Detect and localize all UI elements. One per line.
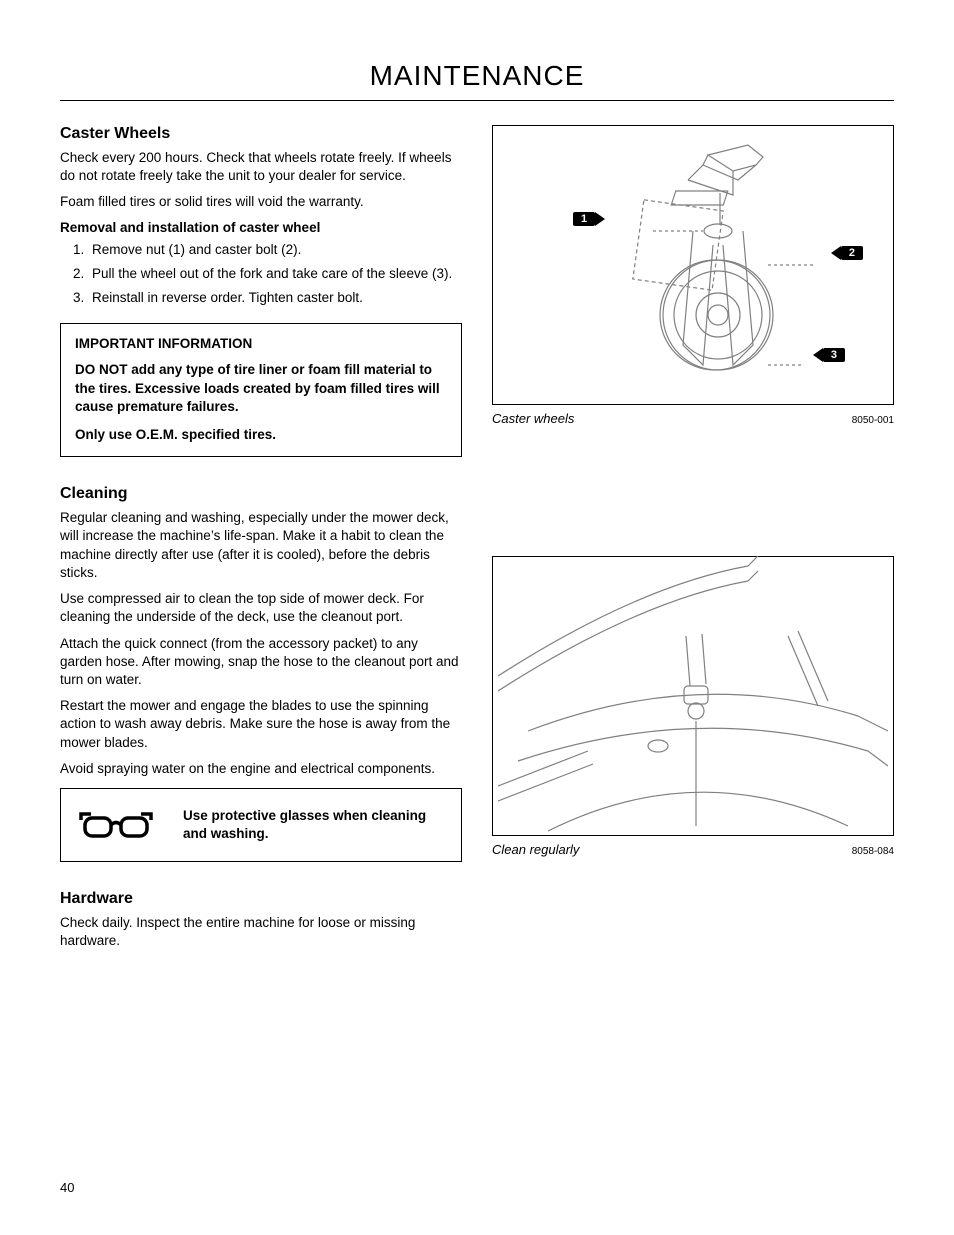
content-columns: Caster Wheels Check every 200 hours. Che…	[60, 125, 894, 958]
caster-p1: Check every 200 hours. Check that wheels…	[60, 149, 462, 185]
caster-p2: Foam filled tires or solid tires will vo…	[60, 193, 462, 211]
left-column: Caster Wheels Check every 200 hours. Che…	[60, 125, 462, 958]
glasses-icon	[61, 789, 171, 861]
caster-wheel-figure: 1 2 3	[492, 125, 894, 405]
hardware-p1: Check daily. Inspect the entire machine …	[60, 914, 462, 950]
info-box-title: IMPORTANT INFORMATION	[75, 336, 447, 351]
caster-subheading: Removal and installation of caster wheel	[60, 220, 462, 235]
page-title: MAINTENANCE	[60, 60, 894, 101]
info-box-p1: DO NOT add any type of tire liner or foa…	[75, 361, 447, 416]
warning-text: Use protective glasses when cleaning and…	[171, 797, 461, 852]
callout-2: 2	[831, 246, 863, 260]
caster-step-1: Remove nut (1) and caster bolt (2).	[88, 241, 462, 259]
fig2-caption-row: Clean regularly 8058-084	[492, 842, 894, 857]
callout-1: 1	[573, 212, 605, 226]
caster-step-2: Pull the wheel out of the fork and take …	[88, 265, 462, 283]
caster-heading: Caster Wheels	[60, 125, 462, 143]
caster-step-3: Reinstall in reverse order. Tighten cast…	[88, 289, 462, 307]
cleaning-p4: Restart the mower and engage the blades …	[60, 697, 462, 752]
callout-3: 3	[813, 348, 845, 362]
cleaning-p3: Attach the quick connect (from the acces…	[60, 635, 462, 690]
callout-1-label: 1	[573, 212, 595, 226]
right-column: 1 2 3 Caster wheels 8050-001	[492, 125, 894, 958]
info-box-p2: Only use O.E.M. specified tires.	[75, 426, 447, 444]
safety-glasses-warning: Use protective glasses when cleaning and…	[60, 788, 462, 862]
important-info-box: IMPORTANT INFORMATION DO NOT add any typ…	[60, 323, 462, 457]
cleaning-p1: Regular cleaning and washing, especially…	[60, 509, 462, 582]
hardware-heading: Hardware	[60, 890, 462, 908]
fig1-id: 8050-001	[852, 415, 894, 426]
fig2-caption: Clean regularly	[492, 842, 579, 857]
cleaning-heading: Cleaning	[60, 485, 462, 503]
cleaning-p5: Avoid spraying water on the engine and e…	[60, 760, 462, 778]
fig2-id: 8058-084	[852, 846, 894, 857]
callout-3-label: 3	[823, 348, 845, 362]
page-number: 40	[60, 1180, 74, 1195]
fig1-caption: Caster wheels	[492, 411, 574, 426]
cleaning-figure	[492, 556, 894, 836]
caster-steps: Remove nut (1) and caster bolt (2). Pull…	[60, 241, 462, 308]
cleaning-p2: Use compressed air to clean the top side…	[60, 590, 462, 626]
fig1-caption-row: Caster wheels 8050-001	[492, 411, 894, 426]
callout-2-label: 2	[841, 246, 863, 260]
